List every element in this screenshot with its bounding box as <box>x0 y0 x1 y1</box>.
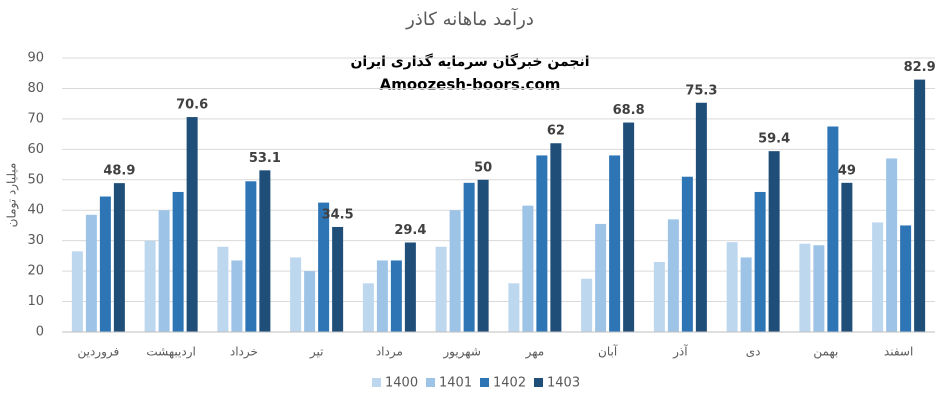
bar <box>390 260 402 332</box>
data-label: 34.5 <box>322 207 354 222</box>
bar <box>332 226 344 332</box>
bar <box>508 283 520 332</box>
data-label: 48.9 <box>103 164 135 179</box>
data-label: 49 <box>838 163 856 178</box>
bar <box>404 242 416 332</box>
data-label: 50 <box>474 160 492 175</box>
x-tick-label: اسفند <box>884 345 913 359</box>
chart-title: درآمد ماهانه کاذر <box>405 7 534 30</box>
bar <box>477 179 489 332</box>
bar <box>376 260 388 332</box>
y-tick-label: 30 <box>27 233 44 248</box>
bar <box>449 210 461 332</box>
bar <box>581 278 593 332</box>
legend-label: 1403 <box>547 376 580 391</box>
data-label: 59.4 <box>758 132 790 147</box>
x-tick-label: دی <box>746 345 761 359</box>
bar <box>914 79 926 332</box>
bar <box>186 117 198 332</box>
bar <box>71 251 83 332</box>
y-tick-label: 0 <box>36 325 44 340</box>
bar <box>304 271 316 332</box>
bar <box>726 242 738 332</box>
bar <box>681 176 693 332</box>
bar <box>623 122 635 332</box>
y-tick-label: 40 <box>27 203 44 218</box>
data-label: 68.8 <box>613 103 645 118</box>
bar <box>813 245 825 332</box>
x-tick-label: مهر <box>525 345 545 360</box>
x-tick-label: آذر <box>672 344 688 360</box>
bar <box>754 191 766 332</box>
bar <box>609 155 621 332</box>
x-tick-label: خرداد <box>230 345 258 360</box>
bar <box>550 143 562 332</box>
data-label: 82.9 <box>904 60 936 75</box>
bar <box>318 202 330 332</box>
bar <box>259 170 271 332</box>
y-axis-label: میلیارد تومان <box>5 163 20 228</box>
bar <box>231 260 243 332</box>
bar <box>99 196 111 332</box>
y-tick-label: 70 <box>27 111 44 126</box>
legend-label: 1400 <box>385 376 418 391</box>
y-tick-label: 60 <box>27 142 44 157</box>
bar <box>886 158 898 332</box>
bar <box>158 210 170 332</box>
bar <box>522 205 534 332</box>
y-tick-label: 10 <box>27 294 44 309</box>
bar <box>435 246 447 332</box>
bar <box>290 257 302 332</box>
bar <box>217 246 229 332</box>
legend-swatch <box>480 378 489 387</box>
data-label: 53.1 <box>249 151 281 166</box>
legend-swatch <box>426 378 435 387</box>
bar <box>172 191 184 332</box>
bar <box>595 223 607 332</box>
annotation: انجمن خبرگان سرمایه گذاری ایران <box>350 53 589 70</box>
bar <box>799 243 811 332</box>
bar <box>536 155 548 332</box>
bar <box>245 181 257 332</box>
legend-swatch <box>372 378 381 387</box>
bar <box>144 240 156 332</box>
y-tick-label: 20 <box>27 264 44 279</box>
y-tick-label: 90 <box>27 51 44 66</box>
data-label: 62 <box>547 124 565 139</box>
bar <box>113 183 125 332</box>
bar <box>653 261 665 332</box>
x-tick-label: بهمن <box>813 345 838 360</box>
bar <box>827 126 839 332</box>
x-tick-label: آبان <box>598 344 618 359</box>
x-tick-label: فروردین <box>77 345 119 360</box>
annotation: Amoozesh-boors.com <box>380 76 561 94</box>
x-tick-label: تیر <box>309 345 324 360</box>
legend-swatch <box>534 378 543 387</box>
legend-label: 1402 <box>493 376 526 391</box>
y-tick-label: 50 <box>27 172 44 187</box>
x-tick-label: شهریور <box>442 345 481 360</box>
data-label: 29.4 <box>394 223 426 238</box>
y-tick-label: 80 <box>27 81 44 96</box>
bar <box>695 102 707 333</box>
bar <box>740 257 752 332</box>
bar <box>463 182 475 332</box>
bar <box>667 219 679 332</box>
x-tick-label: اردیبهشت <box>146 345 195 360</box>
legend-label: 1401 <box>439 376 472 391</box>
data-label: 70.6 <box>176 98 208 113</box>
bar <box>872 222 884 332</box>
data-label: 75.3 <box>685 83 717 98</box>
bar <box>900 225 912 332</box>
x-tick-label: مرداد <box>376 345 403 360</box>
bar <box>362 283 374 332</box>
bar <box>85 214 97 332</box>
bar <box>768 151 780 332</box>
bar <box>841 182 853 332</box>
